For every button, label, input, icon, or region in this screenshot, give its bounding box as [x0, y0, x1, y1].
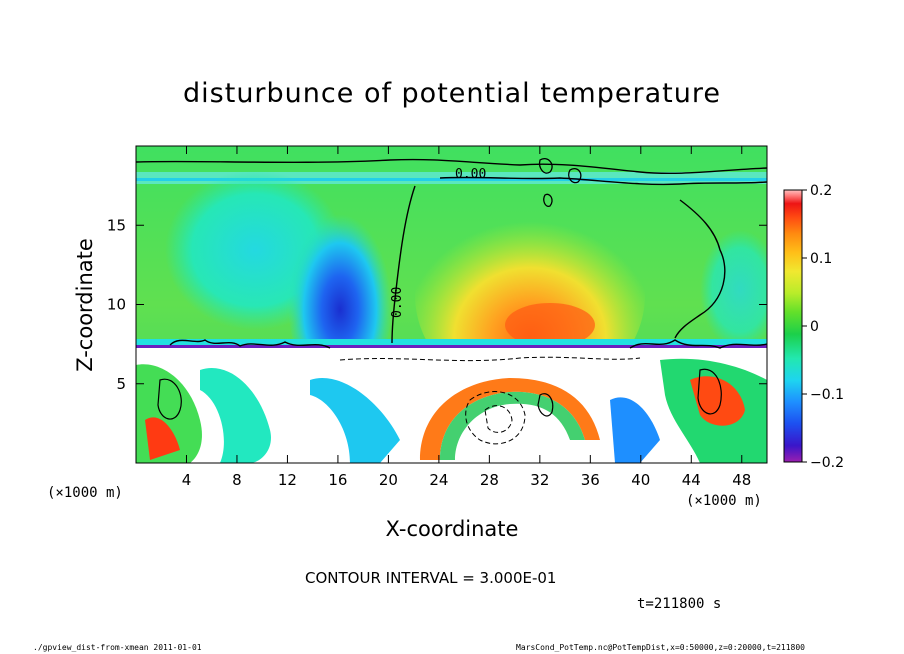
contour-zero-right — [674, 199, 726, 339]
colorbar-tick-label: 0.2 — [810, 183, 832, 199]
contour-wavy-left — [169, 339, 331, 349]
x-tick-label: 28 — [480, 471, 499, 489]
colorbar-tick-label: −0.1 — [810, 387, 844, 403]
contour-lower-mid — [537, 393, 554, 417]
x-tick-label: 24 — [429, 471, 448, 489]
contour-zero-upper — [136, 158, 767, 175]
contour-label-middle: 0.00 — [390, 287, 405, 318]
lower-left-red — [145, 417, 180, 460]
x-tick-label: 16 — [328, 471, 347, 489]
contour-interval: CONTOUR INTERVAL = 3.000E-01 — [305, 569, 556, 587]
boundary-band — [136, 339, 767, 345]
lower-right-cyan — [610, 397, 660, 463]
contour-dashed-1 — [339, 356, 641, 362]
lower-mid-arc-green — [440, 391, 585, 460]
plot-area: 0.00 0.00 — [136, 146, 767, 463]
contour-zero-middle — [391, 185, 416, 344]
y-tick-label: 10 — [107, 296, 126, 314]
cyan-right — [700, 230, 767, 350]
x-axis-ticks: 4 8 12 16 20 24 28 32 36 40 44 48 — [182, 146, 751, 489]
time-annotation: t=211800 s — [637, 596, 721, 612]
lower-purple — [136, 345, 767, 348]
x-tick-label: 36 — [581, 471, 600, 489]
contour-zero-band — [439, 176, 767, 186]
contour-lower-right — [697, 368, 722, 415]
x-tick-label: 4 — [182, 471, 192, 489]
y-axis-label: Z-coordinate — [73, 238, 97, 372]
footer-right: MarsCond_PotTemp.nc@PotTempDist,x=0:5000… — [516, 643, 805, 652]
lower-mid-arc — [420, 378, 600, 460]
contour-small-loops — [538, 158, 582, 207]
x-tick-label: 48 — [732, 471, 751, 489]
y-axis-ticks: 5 10 15 — [107, 216, 767, 393]
y-tick-label: 5 — [116, 375, 126, 393]
footer-left: ./gpview_dist-from-xmean 2011-01-01 — [33, 643, 202, 652]
contour-lower-left — [157, 378, 182, 420]
contour-dashed-2 — [465, 391, 526, 445]
x-tick-label: 44 — [682, 471, 701, 489]
x-tick-label: 20 — [379, 471, 398, 489]
x-unit-right: (×1000 m) — [686, 493, 762, 509]
warm-core — [505, 303, 595, 347]
colorbar-ramp — [783, 189, 803, 463]
x-tick-label: 32 — [530, 471, 549, 489]
chart-title: disturbunce of potential temperature — [183, 78, 721, 109]
top-band-edge — [136, 178, 767, 181]
contour-wavy-right — [629, 339, 767, 349]
colorbar-tick-label: 0 — [810, 319, 819, 335]
colorbar-ticks: 0.2 0.1 0 −0.1 −0.2 — [802, 183, 844, 471]
x-unit-left: (×1000 m) — [47, 485, 123, 501]
lower-mid-left — [310, 378, 400, 463]
x-tick-label: 12 — [278, 471, 297, 489]
x-axis-label: X-coordinate — [386, 517, 519, 541]
x-tick-label: 8 — [232, 471, 242, 489]
x-tick-label: 40 — [631, 471, 650, 489]
contour-label-upper: 0.00 — [455, 167, 486, 182]
lower-left-cyan — [200, 368, 271, 463]
lower-right-red — [690, 376, 745, 426]
y-tick-label: 15 — [107, 216, 126, 234]
colorbar-tick-label: 0.1 — [810, 251, 832, 267]
colorbar-tick-label: −0.2 — [810, 455, 844, 471]
contour-dashed-3 — [484, 405, 513, 433]
colorbar: 0.2 0.1 0 −0.1 −0.2 — [783, 183, 844, 471]
